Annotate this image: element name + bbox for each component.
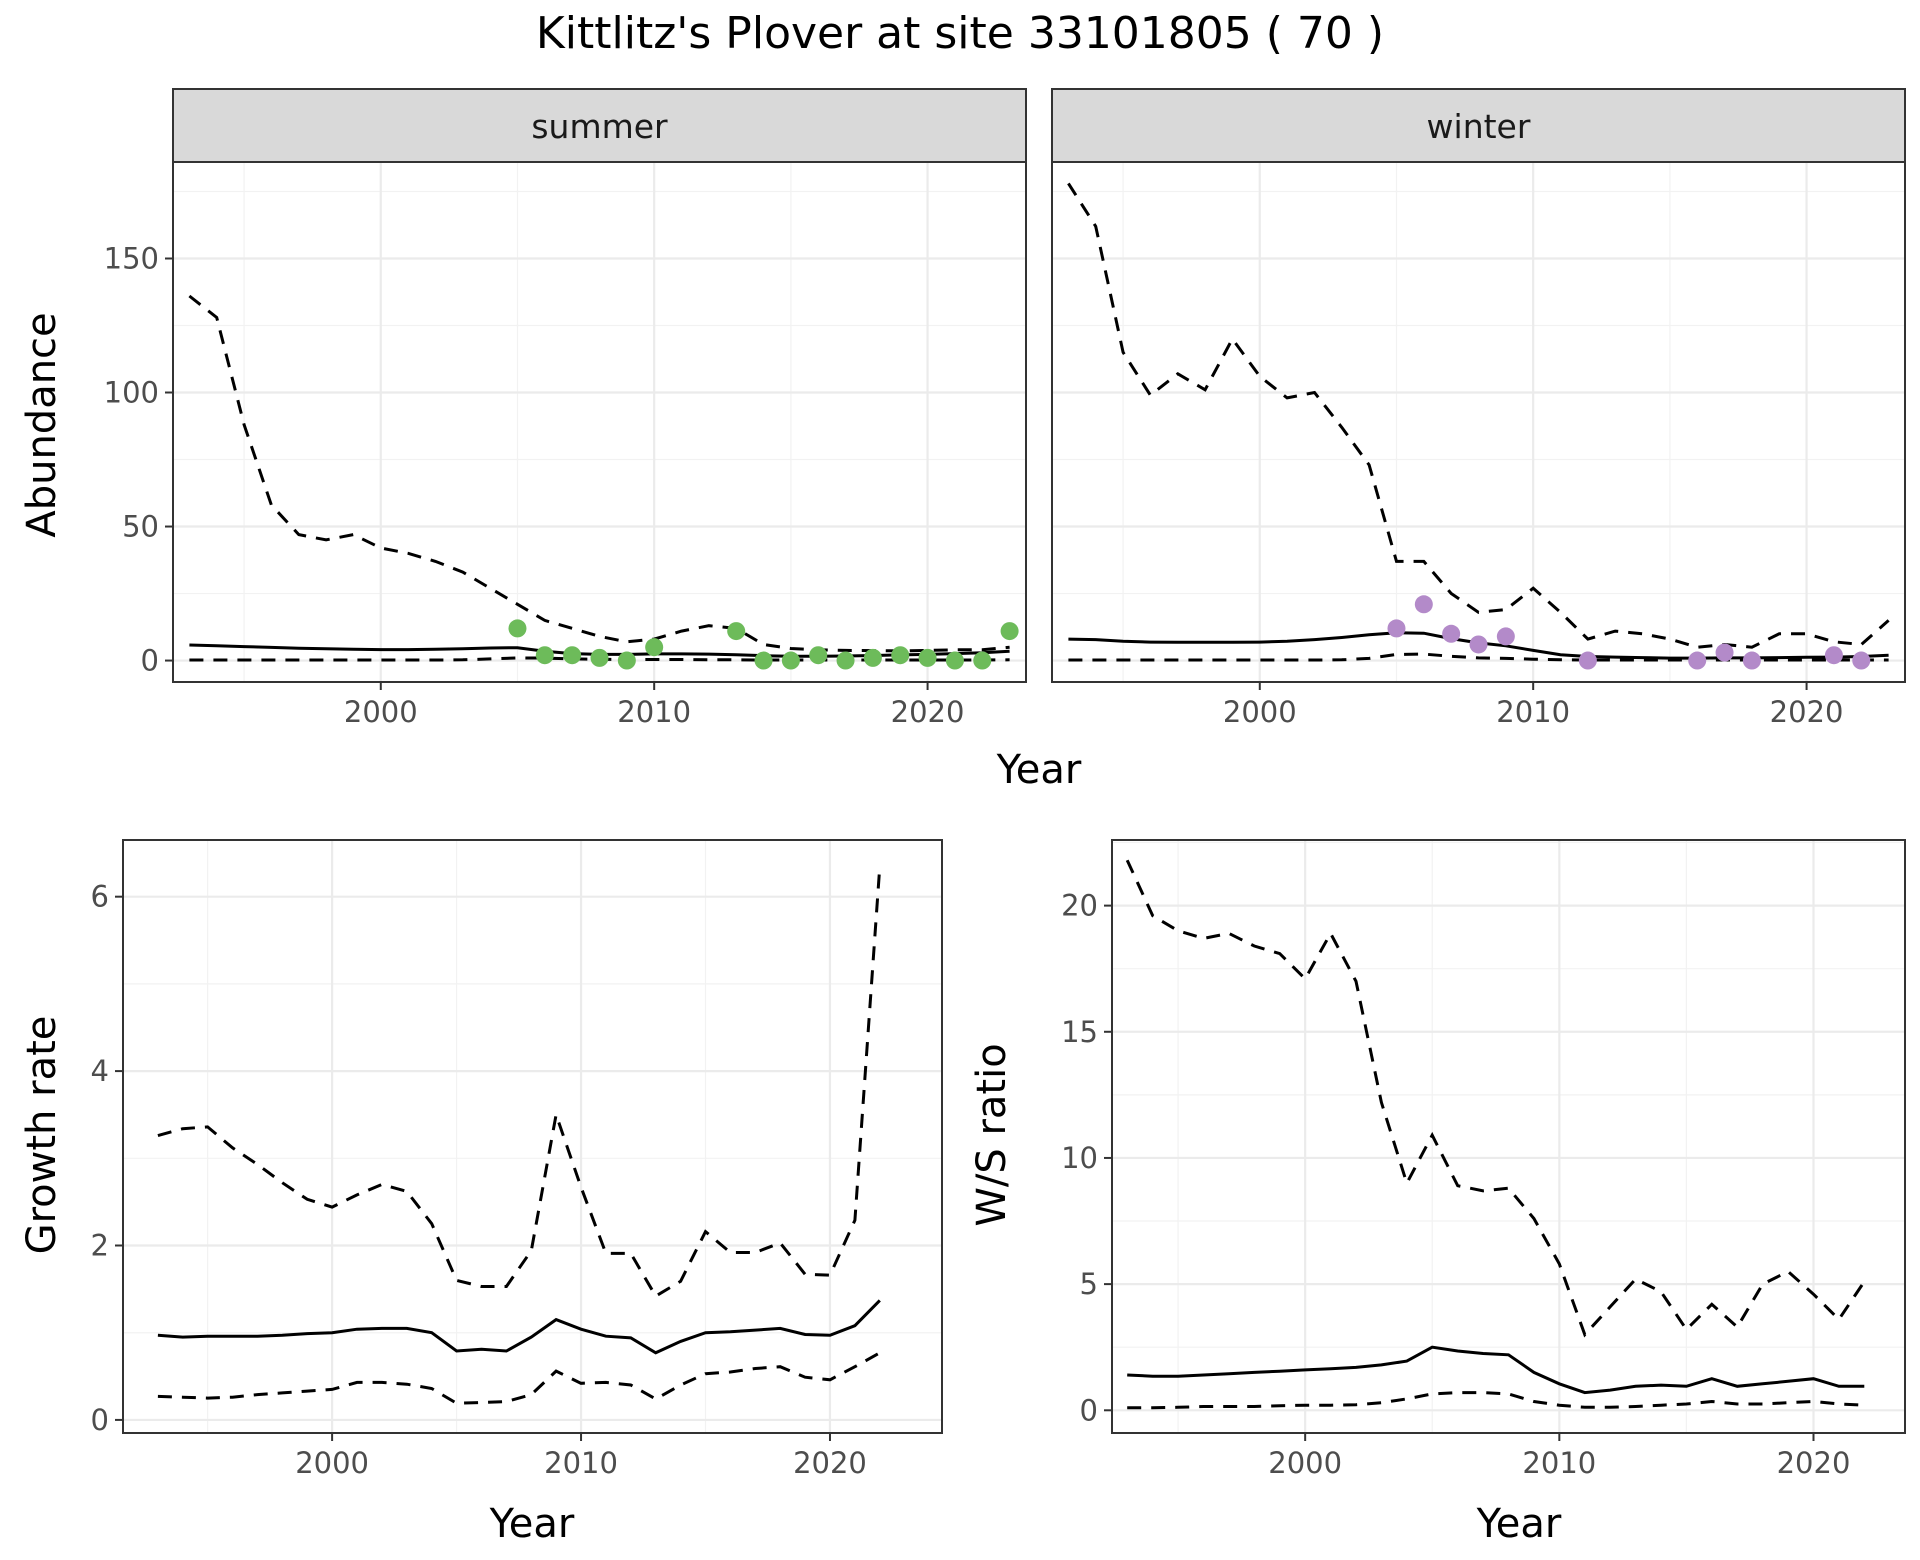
count-point [754,651,773,670]
strip-winter [1051,88,1906,163]
x-tick-label: 2010 [617,695,691,729]
abundance-winter-panel: winter 2000 2010 2020 [1051,88,1906,729]
panel-border [122,839,943,1434]
y-tick-label: 2 [91,1229,109,1263]
ws-y-axis-title: W/S ratio [969,1043,1015,1226]
panel-border [1051,161,1906,683]
y-tick-label: 0 [141,644,159,678]
count-point [973,651,992,670]
count-point [781,651,800,670]
growth-rate-panel: 2000 2010 2020 0 2 4 6 [91,839,943,1480]
count-point [645,638,664,657]
growth-x-axis-title: Year [489,1501,575,1547]
ws-ratio-panel: 2000 2010 2020 0 5 10 15 20 [1061,839,1906,1480]
abundance-winter-plot: 2000 2010 2020 [1051,161,1906,729]
y-tick-label: 50 [122,510,159,544]
x-tick-label: 2020 [1770,695,1844,729]
growth-y-axis-title: Growth rate [19,1016,65,1255]
strip-summer [172,88,1027,163]
count-point [918,648,937,667]
abundance-summer-plot: 2000 2010 2020 0 50 100 150 [104,161,1027,729]
lower-ci-line [157,1351,881,1405]
abundance-summer-panel: summer 2000 2010 2020 0 50 100 150 [104,88,1027,729]
upper-ci-line [1125,859,1866,1338]
count-point [1469,635,1488,654]
count-point [1742,651,1761,670]
y-tick-label: 4 [91,1054,109,1088]
y-tick-label: 6 [91,880,109,914]
strip-summer-label: summer [531,107,668,146]
panel-background [1052,162,1905,682]
y-tick-label: 100 [104,376,159,410]
y-tick-label: 5 [1080,1267,1098,1301]
x-tick-label: 2010 [1522,1446,1596,1480]
x-tick-label: 2000 [295,1446,369,1480]
estimate-line [157,1299,881,1355]
count-point [836,651,855,670]
y-tick-label: 0 [1080,1393,1098,1427]
strip-winter-label: winter [1427,107,1531,146]
panel-border [1111,839,1906,1434]
count-point [535,646,554,665]
count-point [891,646,910,665]
count-point [1852,651,1871,670]
x-tick-label: 2020 [891,695,965,729]
panel-background [123,840,942,1433]
count-point [1578,651,1597,670]
count-point [1496,627,1515,646]
count-point [945,651,964,670]
panel-background [1112,840,1905,1433]
count-point [727,622,746,641]
count-point [1387,619,1406,638]
y-tick-label: 150 [104,241,159,275]
lower-ci-line [1127,1391,1865,1410]
count-point [1000,622,1019,641]
y-tick-label: 0 [91,1403,109,1437]
x-tick-label: 2010 [544,1446,618,1480]
figure-title: Kittlitz's Plover at site 33101805 ( 70 … [536,8,1384,59]
x-tick-label: 2000 [1223,695,1297,729]
growth-rate-plot: 2000 2010 2020 0 2 4 6 [91,839,943,1480]
x-tick-label: 2000 [1268,1446,1342,1480]
count-point [563,646,582,665]
panel-background [173,162,1026,682]
count-point [617,651,636,670]
x-tick-label: 2020 [793,1446,867,1480]
count-point [1824,646,1843,665]
estimate-line [1127,1345,1865,1395]
count-point [863,648,882,667]
count-point [590,648,609,667]
ws-ratio-plot: 2000 2010 2020 0 5 10 15 20 [1061,839,1906,1480]
upper-ci-line [1067,182,1890,649]
y-tick-label: 10 [1061,1141,1098,1175]
panel-border [172,161,1027,683]
count-point [508,619,527,638]
count-point [1688,651,1707,670]
x-tick-label: 2010 [1496,695,1570,729]
count-point [1414,595,1433,614]
y-tick-label: 15 [1061,1015,1098,1049]
count-point [1715,643,1734,662]
abundance-y-axis-title: Abundance [19,312,65,537]
count-point [809,646,828,665]
count-point [1442,624,1461,643]
y-tick-label: 20 [1061,889,1098,923]
ws-x-axis-title: Year [1476,1501,1562,1547]
x-tick-label: 2020 [1777,1446,1851,1480]
abundance-x-axis-title: Year [996,747,1082,793]
x-tick-label: 2000 [344,695,418,729]
